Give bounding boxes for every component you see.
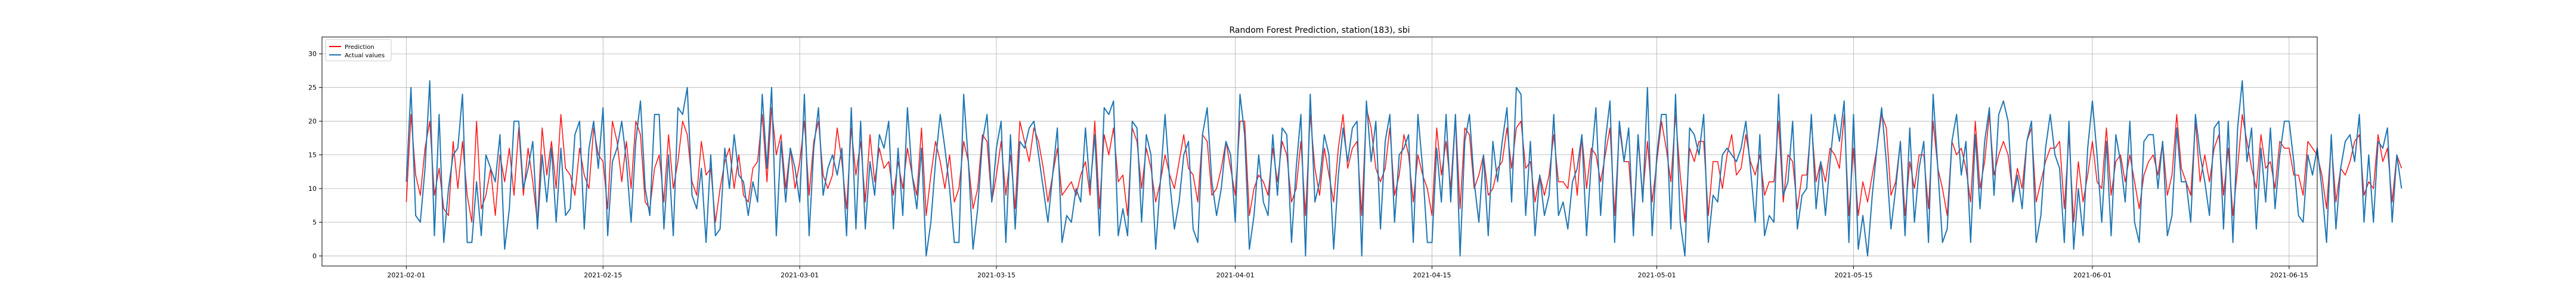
chart-title: Random Forest Prediction, station(183), …: [1229, 26, 1410, 35]
legend-box: [325, 39, 392, 61]
y-tick-label: 20: [308, 118, 317, 125]
plot-frame: [321, 36, 2318, 267]
series-line-actual-values: [405, 80, 2402, 257]
y-tick-label: 15: [308, 152, 317, 159]
x-tick-label: 2021-06-01: [2073, 271, 2111, 279]
x-tick-label: 2021-03-01: [781, 271, 819, 279]
legend-label: Prediction: [345, 44, 374, 51]
x-tick-label: 2021-04-01: [1216, 271, 1255, 279]
y-tick-label: 25: [308, 84, 317, 92]
y-tick-label: 30: [308, 50, 317, 58]
x-tick-label: 2021-05-15: [1834, 271, 1872, 279]
y-tick-label: 0: [312, 252, 317, 260]
x-tick-label: 2021-03-15: [977, 271, 1015, 279]
y-tick-label: 5: [312, 219, 317, 227]
x-tick-label: 2021-04-15: [1413, 271, 1451, 279]
x-tick-label: 2021-05-01: [1638, 271, 1676, 279]
y-tick-label: 10: [308, 185, 317, 193]
legend-label: Actual values: [345, 52, 385, 59]
x-tick-label: 2021-06-15: [2270, 271, 2308, 279]
x-tick-label: 2021-02-01: [387, 271, 425, 279]
x-tick-label: 2021-02-15: [584, 271, 622, 279]
